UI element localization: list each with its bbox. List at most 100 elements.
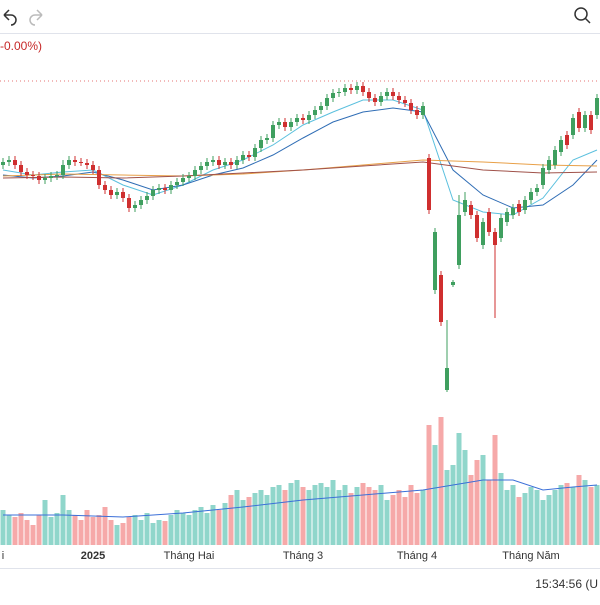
volume-bar — [468, 475, 474, 545]
candle-body — [283, 122, 287, 127]
candle-body — [169, 185, 173, 190]
candle-body — [199, 166, 203, 170]
candle-body — [43, 178, 47, 180]
volume-bar — [18, 513, 24, 545]
volume-bar — [408, 485, 414, 545]
volume-bar — [276, 485, 282, 545]
volume-bar — [432, 445, 438, 545]
volume-bar — [186, 515, 192, 545]
volume-bar — [444, 470, 450, 545]
candle-body — [553, 150, 557, 165]
volume-bar — [360, 483, 366, 545]
volume-bar — [198, 507, 204, 545]
volume-bar — [72, 515, 78, 545]
volume-bar — [30, 525, 36, 545]
undo-button[interactable] — [3, 9, 17, 26]
volume-bar — [156, 520, 162, 545]
volume-bar — [396, 490, 402, 545]
x-tick-label: Tháng 3 — [283, 550, 323, 562]
candle-body — [145, 196, 149, 200]
volume-bar — [558, 485, 564, 545]
volume-bar — [120, 523, 126, 545]
candle-body — [529, 192, 533, 200]
volume-bar — [498, 473, 504, 545]
volume-bar — [300, 487, 306, 545]
volume-bar — [450, 465, 456, 545]
volume-bar — [126, 517, 132, 545]
candle-body — [7, 160, 11, 162]
candle-body — [247, 155, 251, 157]
candle-body — [157, 188, 161, 190]
volume-bar — [402, 497, 408, 545]
candle-body — [445, 368, 449, 390]
redo-button[interactable] — [29, 9, 43, 26]
volume-bar — [6, 515, 12, 545]
volume-bar — [576, 475, 582, 545]
volume-bar — [234, 490, 240, 545]
volume-bar — [414, 493, 420, 545]
candle-body — [277, 122, 281, 125]
candle-body — [205, 162, 209, 166]
x-tick-label: 2025 — [81, 550, 105, 562]
candle-body — [193, 170, 197, 176]
candle-body — [13, 160, 17, 165]
candle-body — [385, 92, 389, 96]
volume-bar — [12, 517, 18, 545]
candle-body — [595, 98, 599, 115]
candle-body — [175, 182, 179, 185]
candle-body — [253, 148, 257, 157]
candle-body — [73, 160, 77, 162]
volume-bar — [306, 490, 312, 545]
candle-body — [361, 86, 365, 92]
moving-average-line — [2, 107, 598, 209]
volume-bar — [174, 510, 180, 545]
volume-bar — [486, 480, 492, 545]
volume-bar — [564, 483, 570, 545]
volume-bar — [96, 515, 102, 545]
volume-bar — [312, 485, 318, 545]
volume-bar — [78, 520, 84, 545]
candle-body — [487, 212, 491, 232]
volume-bar — [168, 515, 174, 545]
volume-bar — [384, 500, 390, 545]
candle-body — [451, 282, 455, 285]
volume-bar — [372, 490, 378, 545]
volume-bar — [420, 490, 426, 545]
moving-average-line — [2, 161, 598, 179]
candle-body — [97, 170, 101, 185]
volume-bar — [540, 500, 546, 545]
candle-body — [109, 190, 113, 195]
volume-bar — [342, 485, 348, 545]
candle-body — [577, 112, 581, 128]
candle-body — [415, 110, 419, 115]
candle-body — [349, 88, 353, 90]
volume-bar — [162, 521, 168, 545]
candle-body — [127, 198, 131, 208]
volume-bar — [348, 493, 354, 545]
candle-body — [115, 192, 119, 195]
candle-body — [121, 192, 125, 198]
volume-bar — [324, 487, 330, 545]
volume-bar — [180, 513, 186, 545]
volume-bar — [582, 480, 588, 545]
candle-body — [313, 110, 317, 115]
volume-average-line — [3, 479, 598, 518]
candle-body — [481, 222, 485, 245]
volume-bar — [210, 505, 216, 545]
candle-body — [319, 106, 323, 110]
candle-body — [343, 88, 347, 92]
volume-bar — [294, 480, 300, 545]
candle-body — [433, 232, 437, 290]
volume-bar — [132, 515, 138, 545]
volume-bar — [54, 513, 60, 545]
zoom-button[interactable] — [574, 7, 591, 24]
candle-body — [439, 275, 443, 322]
candle-body — [379, 96, 383, 102]
volume-bar — [594, 485, 600, 545]
volume-bar — [366, 487, 372, 545]
candle-body — [547, 160, 551, 170]
candle-body — [259, 140, 263, 148]
candle-body — [469, 205, 473, 215]
